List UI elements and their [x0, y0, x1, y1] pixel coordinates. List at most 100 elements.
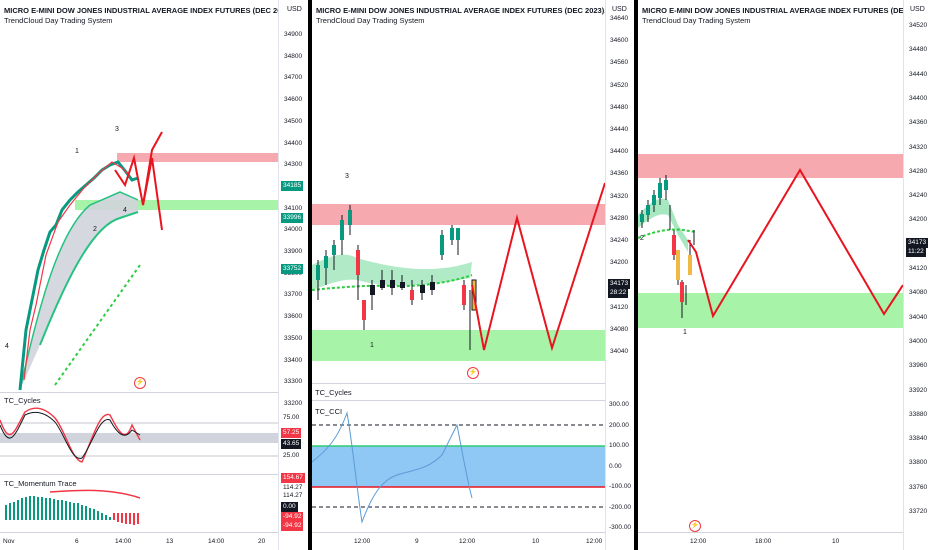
price-tick: 34360 [909, 119, 928, 127]
price-tick: 33800 [909, 459, 928, 467]
indicator-badge: 57.25 [281, 428, 302, 438]
price-tick: 34000 [284, 226, 303, 234]
indicator-name[interactable]: TC_Momentum Trace [4, 479, 77, 488]
currency-label[interactable]: USD [287, 6, 302, 13]
indicator-tick: 75.00 [283, 414, 300, 421]
indicator-badge: -94.92 [281, 512, 304, 522]
pane-separator[interactable] [312, 383, 605, 384]
price-chart-1h[interactable] [312, 0, 634, 550]
price-tick: 33300 [284, 378, 303, 386]
price-tick: 33500 [284, 334, 303, 342]
panel-divider[interactable] [308, 0, 312, 550]
time-tick: 9 [415, 538, 419, 545]
indicator-badge: -94.92 [281, 521, 304, 531]
chart-panel-15m[interactable]: MICRO E-MINI DOW JONES INDUSTRIAL AVERAG… [638, 0, 932, 550]
wave-label: 1 [683, 329, 687, 336]
price-tick: 34500 [284, 117, 303, 125]
price-tick: 34320 [610, 192, 629, 200]
wave-label: 2 [640, 235, 644, 242]
price-tick: 33200 [284, 399, 303, 407]
wave-projection [114, 154, 163, 231]
flash-icon[interactable]: ⚡ [689, 520, 701, 532]
flash-icon[interactable]: ⚡ [134, 377, 146, 389]
price-badge: 33752 [281, 264, 304, 274]
indicator-tick: 114.27 [283, 484, 303, 491]
support-zone [312, 330, 605, 361]
price-axis[interactable]: USD 34640 34600 34560 34520 34480 34440 34400 3… [605, 0, 634, 550]
pane-separator[interactable] [312, 400, 605, 401]
wave-label: 3 [115, 126, 119, 133]
price-chart-15m[interactable] [638, 0, 932, 550]
chart-panel-4h[interactable]: MICRO E-MINI DOW JONES INDUSTRIAL AVERAG… [0, 0, 308, 550]
price-tick: 34900 [284, 31, 303, 38]
price-tick: 34520 [909, 22, 928, 29]
price-tick: 34240 [610, 237, 629, 244]
price-tick: -300.00 [609, 524, 632, 531]
resistance-zone [638, 154, 903, 178]
time-tick: 6 [75, 538, 79, 545]
price-badge: 33996 [281, 213, 304, 223]
support-zone [75, 200, 278, 210]
price-tick: 34800 [284, 52, 303, 60]
price-tick: 33400 [284, 356, 303, 364]
currency-label[interactable]: USD [910, 6, 925, 13]
price-tick: 34320 [909, 143, 928, 151]
price-tick: 33720 [909, 508, 928, 515]
price-tick: 33960 [909, 362, 928, 370]
price-tick: 33880 [909, 410, 928, 418]
indicator-name[interactable]: TrendCloud Day Trading System [4, 16, 113, 25]
support-zone [638, 293, 903, 328]
wave-projection [687, 168, 904, 319]
candles-4h [18, 160, 139, 391]
indicator-name[interactable]: TrendCloud Day Trading System [316, 16, 425, 25]
price-badge: 34173 [906, 238, 929, 248]
price-tick: 34520 [610, 81, 629, 89]
chart-title: MICRO E-MINI DOW JONES INDUSTRIAL AVERAG… [316, 6, 634, 15]
indicator-name[interactable]: TC_CCI [315, 407, 343, 416]
indicator-badge: 154.67 [281, 473, 305, 483]
resistance-zone [312, 204, 605, 225]
price-tick: 34360 [610, 170, 629, 178]
chart-panel-1h[interactable]: MICRO E-MINI DOW JONES INDUSTRIAL AVERAG… [312, 0, 634, 550]
chart-title: MICRO E-MINI DOW JONES INDUSTRIAL AVERAG… [4, 6, 308, 15]
indicator-tick: 114.27 [283, 492, 303, 499]
price-axis[interactable]: USD 34520 34480 34440 34400 34360 34320 34280 3… [903, 0, 932, 550]
currency-label[interactable]: USD [612, 6, 627, 13]
pane-separator[interactable] [0, 392, 278, 393]
flash-icon[interactable]: ⚡ [467, 367, 479, 379]
panel-divider[interactable] [634, 0, 638, 550]
price-tick: 34200 [909, 216, 928, 224]
indicator-name[interactable]: TC_Cycles [315, 388, 352, 397]
indicator-name[interactable]: TC_Cycles [4, 396, 41, 405]
time-tick: Nov [3, 538, 15, 545]
time-tick: 12:00 [459, 538, 476, 545]
wave-label: 2 [93, 226, 97, 233]
price-tick: 34040 [909, 313, 928, 321]
indicator-tick: 25.00 [283, 452, 300, 459]
wave-label: 4 [123, 207, 127, 214]
price-badge: 34173 [608, 279, 631, 289]
price-axis[interactable]: USD 34900 34800 34700 34600 34500 34400 34300 3… [278, 0, 308, 550]
price-tick: 33700 [284, 291, 303, 299]
price-tick: 34000 [909, 337, 928, 345]
price-tick: 34080 [909, 289, 928, 297]
price-tick: 33900 [284, 248, 303, 255]
price-tick: 34560 [610, 59, 629, 67]
price-tick: 0.00 [609, 462, 622, 470]
price-tick: 34600 [284, 96, 303, 104]
time-tick: 12:00 [354, 538, 371, 545]
pane-separator[interactable] [0, 474, 278, 475]
indicator-name[interactable]: TrendCloud Day Trading System [642, 16, 751, 25]
price-tick: 34240 [909, 192, 928, 200]
pane-separator [312, 532, 605, 533]
trend-cloud [20, 192, 138, 390]
price-tick: 34700 [284, 74, 303, 82]
price-tick: 34080 [610, 325, 629, 333]
time-tick: 12:00 [586, 538, 603, 545]
price-tick: 100.00 [609, 442, 629, 449]
time-tick: 10 [832, 538, 840, 545]
price-tick: 34600 [610, 37, 629, 45]
price-chart-4h[interactable] [0, 0, 308, 550]
price-tick: 34400 [284, 139, 303, 147]
price-tick: 33760 [909, 483, 928, 491]
